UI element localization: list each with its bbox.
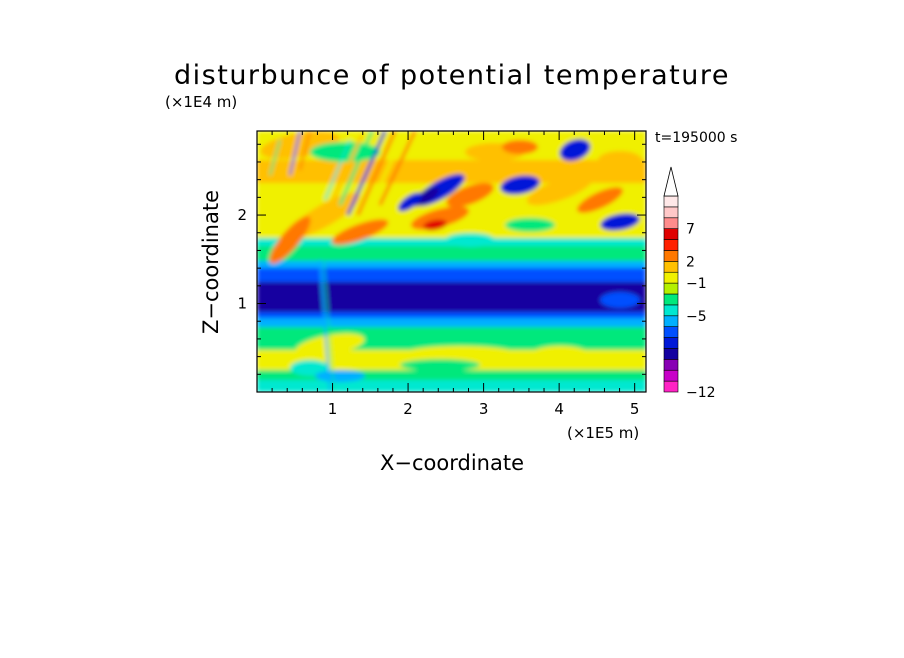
wave-stripe-2	[366, 131, 407, 213]
colorbar-swatch	[663, 195, 679, 208]
y-axis-label: Z−coordinate	[199, 190, 223, 334]
x-axis-ticks: 1 2 3 4 5	[271, 131, 640, 418]
wave-stripe-8	[299, 131, 311, 171]
contour-blob-17	[269, 216, 311, 264]
colorbar-tick-label: −1	[686, 276, 707, 292]
colorbar-swatch	[663, 315, 679, 327]
contour-blob-22	[530, 346, 590, 364]
wave-stripe-5	[331, 134, 364, 201]
band-cyan-mid	[257, 318, 646, 328]
contour-blob-15	[423, 219, 447, 231]
y-tick-label: 1	[237, 295, 247, 313]
contour-blob-25	[290, 360, 330, 376]
x-tick-label: 3	[479, 400, 489, 418]
contour-field	[257, 131, 646, 392]
colorbar-extend-arrow	[663, 166, 679, 197]
y-axis-ticks: 12	[237, 143, 646, 375]
colorbar-swatch	[663, 250, 679, 262]
colorbar-swatch	[663, 261, 679, 273]
colorbar-tick-label: 7	[686, 222, 695, 238]
contour-blob-3	[559, 139, 591, 161]
contour-blob-4	[502, 140, 538, 154]
y-tick-label: 2	[237, 206, 247, 224]
wave-stripe-3	[378, 131, 417, 206]
colorbar-swatch	[663, 369, 679, 382]
contour-blob-5	[598, 151, 642, 169]
band-cyan-bottom	[257, 380, 646, 392]
y-unit-label: (×1E4 m)	[165, 93, 237, 111]
contour-blob-19	[445, 233, 495, 247]
wave-stripe-6	[324, 139, 351, 201]
contour-blob-11	[526, 174, 594, 206]
plot-frame	[256, 130, 647, 393]
contour-blob-27	[600, 292, 640, 308]
colorbar-swatch	[663, 206, 679, 219]
wave-stripe-1	[356, 131, 397, 216]
wave-stripe-9	[269, 139, 281, 176]
band-dark-blue	[257, 282, 646, 312]
colorbar-swatch	[663, 348, 679, 360]
chart-title: disturbunce of potential temperature	[174, 60, 730, 91]
wave-stripe-10	[319, 259, 331, 392]
x-tick-label: 1	[328, 400, 338, 418]
wave-stripe-11	[323, 261, 335, 392]
wave-stripe-7	[289, 131, 301, 176]
contour-blob-13	[600, 213, 640, 231]
contour-blob-10	[446, 182, 494, 208]
x-unit-label: (×1E5 m)	[567, 424, 639, 442]
contour-blob-12	[577, 187, 623, 213]
colorbar-swatch	[663, 337, 679, 349]
colorbar-tick-label: −5	[686, 309, 707, 325]
band-cyan-low	[257, 261, 646, 270]
contour-blob-26	[315, 370, 365, 382]
colorbar-swatch	[663, 304, 679, 317]
time-label: t=195000 s	[655, 130, 737, 146]
contour-blob-8	[500, 175, 540, 195]
colorbar-swatch	[663, 228, 679, 240]
colorbar-tick-label: 2	[686, 254, 695, 270]
x-axis-label: X−coordinate	[380, 451, 524, 475]
colorbar-swatch	[663, 326, 679, 338]
wave-stripe-0	[346, 131, 387, 216]
x-tick-label: 4	[554, 400, 564, 418]
colorbar-swatch	[663, 217, 679, 229]
x-tick-label: 5	[630, 400, 640, 418]
colorbar-swatch	[663, 380, 679, 393]
contour-blob-24	[400, 359, 480, 371]
colorbar-swatch	[663, 293, 679, 306]
band-green-upper	[257, 246, 646, 262]
colorbar-tick-label: −12	[686, 385, 716, 401]
colorbar-swatch	[663, 239, 679, 251]
contour-blob-9	[398, 192, 422, 212]
colorbar: −12−5−127	[663, 166, 716, 401]
x-tick-label: 2	[403, 400, 413, 418]
contour-blob-20	[505, 218, 555, 232]
contour-blob-18	[331, 219, 389, 245]
colorbar-swatch	[663, 359, 679, 371]
wave-stripe-4	[338, 131, 374, 206]
colorbar-swatch	[663, 271, 679, 284]
colorbar-swatch	[663, 282, 679, 295]
